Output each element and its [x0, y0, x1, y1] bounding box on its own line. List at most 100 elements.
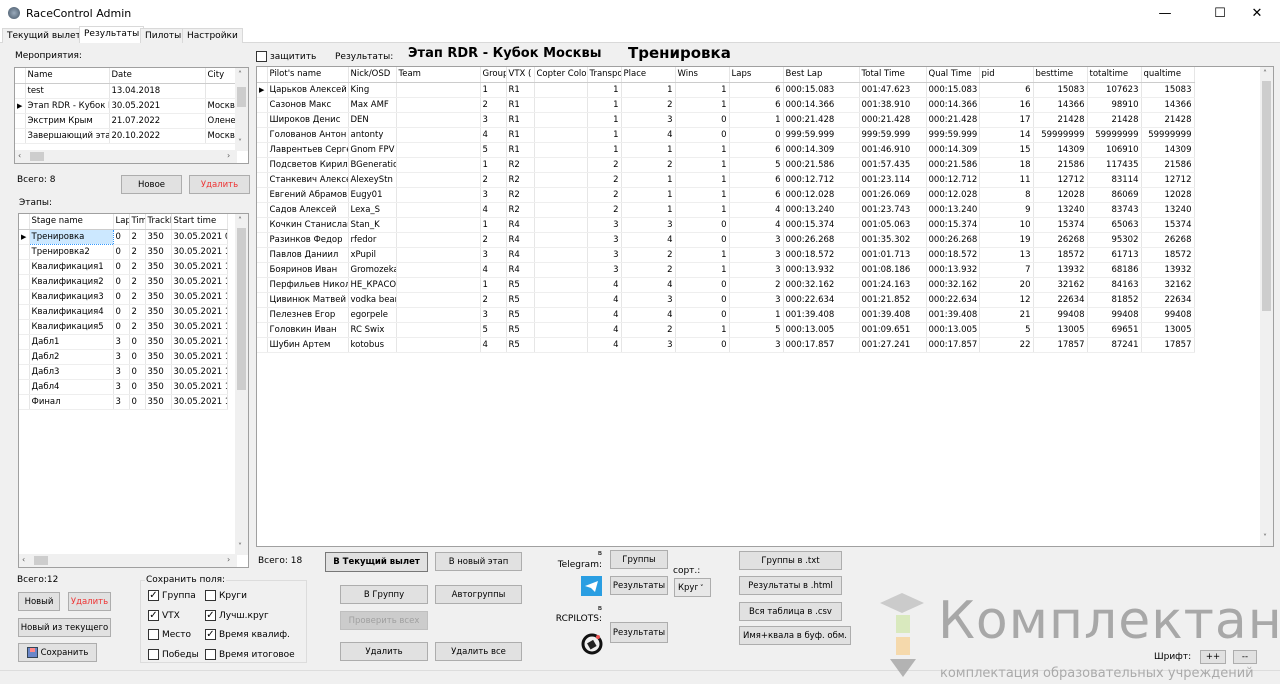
new-event-button[interactable]: Новое [121, 175, 182, 194]
row-header[interactable] [257, 292, 268, 308]
row-header[interactable] [19, 289, 30, 305]
column-header[interactable]: Start time [171, 214, 228, 230]
row-header[interactable] [257, 307, 268, 323]
table-cell[interactable]: R4 [506, 232, 535, 248]
table-cell[interactable]: 1 [480, 82, 507, 98]
table-cell[interactable]: 2 [480, 232, 507, 248]
table-cell[interactable]: 15374 [1033, 217, 1088, 233]
row-header[interactable] [257, 172, 268, 188]
table-cell[interactable]: 0 [675, 217, 730, 233]
delete-all-button[interactable]: Удалить все [435, 642, 522, 661]
table-cell[interactable]: 1 [480, 277, 507, 293]
table-cell[interactable]: 18572 [1141, 247, 1195, 263]
table-cell[interactable]: 000:22.634 [783, 292, 860, 308]
column-header[interactable]: Name [25, 68, 110, 84]
table-cell[interactable]: 0 [129, 364, 146, 380]
table-cell[interactable]: Пелезнев Егор [267, 307, 349, 323]
table-cell[interactable]: 001:24.163 [859, 277, 927, 293]
table-cell[interactable]: 5 [729, 322, 784, 338]
table-cell[interactable]: 0 [129, 349, 146, 365]
font-decrease-button[interactable]: -- [1233, 650, 1257, 664]
row-header[interactable] [257, 337, 268, 353]
table-cell[interactable]: Бояринов Иван [267, 262, 349, 278]
row-header[interactable] [19, 274, 30, 290]
table-cell[interactable]: 99408 [1033, 307, 1088, 323]
table-cell[interactable] [534, 157, 588, 173]
table-cell[interactable]: 4 [621, 277, 676, 293]
table-cell[interactable]: 001:09.651 [859, 322, 927, 338]
table-row[interactable]: Евгений Абрамов Eugy01 3 R2 2 1 1 6 000:12.028 00… [257, 187, 1195, 203]
table-cell[interactable]: 1 [621, 187, 676, 203]
table-cell[interactable]: 22634 [1141, 292, 1195, 308]
table-cell[interactable]: 14366 [1141, 97, 1195, 113]
table-cell[interactable]: 000:21.428 [783, 112, 860, 128]
table-cell[interactable]: 21428 [1141, 112, 1195, 128]
row-header[interactable] [257, 157, 268, 173]
table-cell[interactable]: R1 [506, 112, 535, 128]
table-cell[interactable]: 106910 [1087, 142, 1142, 158]
table-cell[interactable]: 000:17.857 [926, 337, 980, 353]
table-cell[interactable]: 19 [979, 232, 1034, 248]
table-cell[interactable]: 12712 [1033, 172, 1088, 188]
table-cell[interactable]: 59999999 [1087, 127, 1142, 143]
table-cell[interactable]: 000:15.374 [783, 217, 860, 233]
table-cell[interactable]: 13932 [1141, 262, 1195, 278]
table-cell[interactable]: 3 [621, 217, 676, 233]
table-cell[interactable]: 2 [621, 262, 676, 278]
table-cell[interactable]: 1 [621, 202, 676, 218]
table-cell[interactable]: 6 [979, 82, 1034, 98]
table-cell[interactable]: 13240 [1141, 202, 1195, 218]
table-cell[interactable]: Подсветов Кирилл [267, 157, 349, 173]
row-header[interactable] [257, 262, 268, 278]
table-cell[interactable]: 2 [129, 244, 146, 260]
table-cell[interactable]: 3 [480, 187, 507, 203]
table-cell[interactable]: 32162 [1141, 277, 1195, 293]
table-cell[interactable]: 3 [729, 292, 784, 308]
row-header[interactable] [19, 259, 30, 275]
table-cell[interactable]: 30.05.2021 0 [171, 229, 228, 245]
save-field-checkbox[interactable] [205, 648, 216, 660]
table-cell[interactable]: DEN [348, 112, 397, 128]
row-header[interactable] [15, 83, 26, 99]
table-cell[interactable]: 84163 [1087, 277, 1142, 293]
row-header[interactable]: ▶ [19, 229, 30, 245]
table-cell[interactable]: 1 [675, 97, 730, 113]
table-cell[interactable]: Станкевич Алексе [267, 172, 349, 188]
table-cell[interactable]: 1 [675, 82, 730, 98]
table-row[interactable]: Перфильев Никол НЕ_КРАСО 1 R5 4 4 0 2 000:32.162… [257, 277, 1195, 293]
table-cell[interactable]: R1 [506, 82, 535, 98]
table-cell[interactable]: 21 [979, 307, 1034, 323]
table-cell[interactable]: 4 [480, 127, 507, 143]
table-cell[interactable]: 1 [621, 82, 676, 98]
table-cell[interactable]: Завершающий этап [25, 128, 110, 144]
table-cell[interactable]: НЕ_КРАСО [348, 277, 397, 293]
table-row[interactable]: Квалификация2 0 2 350 30.05.2021 1 [19, 274, 228, 290]
table-cell[interactable]: 000:13.932 [926, 262, 980, 278]
table-cell[interactable]: 000:21.428 [926, 112, 980, 128]
table-cell[interactable]: 5 [480, 322, 507, 338]
row-header[interactable] [257, 217, 268, 233]
table-cell[interactable]: 350 [145, 274, 172, 290]
table-cell[interactable]: 26268 [1033, 232, 1088, 248]
groups-txt-button[interactable]: Группы в .txt [739, 551, 842, 570]
table-cell[interactable]: 4 [587, 292, 622, 308]
row-header[interactable] [257, 247, 268, 263]
table-cell[interactable]: 2 [129, 319, 146, 335]
row-header[interactable] [19, 394, 30, 410]
table-cell[interactable]: 1 [675, 322, 730, 338]
table-cell[interactable]: 17857 [1033, 337, 1088, 353]
table-cell[interactable]: 12028 [1033, 187, 1088, 203]
table-cell[interactable]: 3 [480, 307, 507, 323]
save-field-checkbox[interactable]: ✓ [205, 609, 216, 621]
column-header[interactable]: Total Time [859, 67, 927, 83]
table-cell[interactable]: 2 [129, 259, 146, 275]
table-cell[interactable]: 2 [480, 292, 507, 308]
table-cell[interactable]: 350 [145, 334, 172, 350]
table-cell[interactable] [396, 187, 481, 203]
table-row[interactable]: Шубин Артем kotobus 4 R5 4 3 0 3 000:17.857 001:2… [257, 337, 1195, 353]
table-cell[interactable]: 3 [113, 379, 130, 395]
column-header[interactable]: VTX ( [506, 67, 535, 83]
table-cell[interactable]: 4 [587, 337, 622, 353]
table-cell[interactable]: 3 [729, 247, 784, 263]
table-cell[interactable]: King [348, 82, 397, 98]
